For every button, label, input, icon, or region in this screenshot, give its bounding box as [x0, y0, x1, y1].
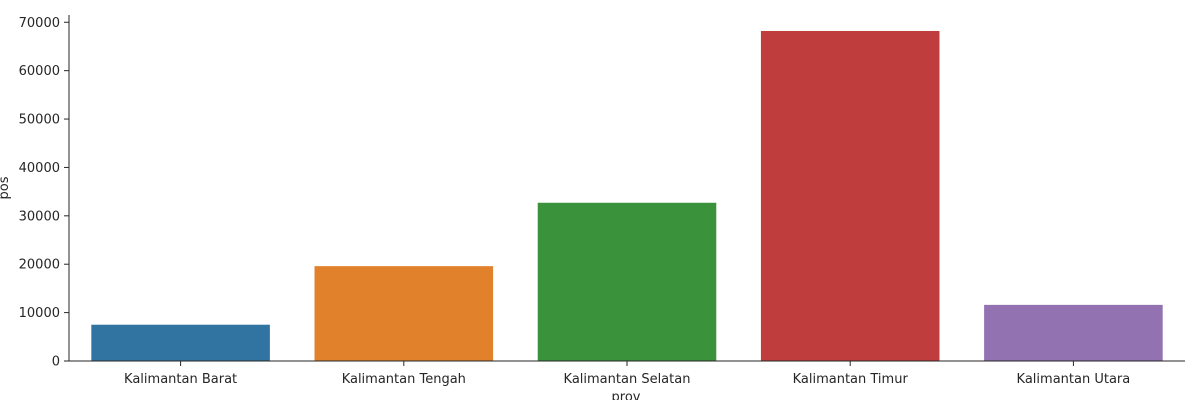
- bar-kalimantan-tengah: [314, 266, 494, 361]
- y-tick-label: 10000: [19, 306, 60, 321]
- y-tick-label: 40000: [19, 161, 60, 176]
- y-axis-title: pos: [0, 176, 12, 199]
- x-tick-label: Kalimantan Utara: [1017, 372, 1131, 387]
- x-tick-label: Kalimantan Selatan: [564, 372, 691, 387]
- bar-kalimantan-timur: [760, 30, 940, 361]
- bars-layer: [91, 30, 1163, 361]
- bar-kalimantan-barat: [91, 324, 270, 361]
- y-axis: 0 10000 20000 30000 40000 50000 60000 70000: [19, 15, 70, 370]
- y-tick-label: 30000: [19, 209, 60, 224]
- x-tick-label: Kalimantan Barat: [124, 372, 237, 387]
- bar-kalimantan-utara: [984, 304, 1163, 361]
- y-tick-label: 0: [52, 355, 60, 370]
- x-tick-label: Kalimantan Tengah: [342, 372, 466, 387]
- bar-kalimantan-selatan: [537, 202, 717, 361]
- x-axis-title: prov: [612, 390, 641, 400]
- x-tick-label: Kalimantan Timur: [793, 372, 909, 387]
- x-axis: Kalimantan Barat Kalimantan Tengah Kaliman…: [69, 360, 1185, 387]
- y-tick-label: 60000: [19, 64, 60, 79]
- y-tick-label: 50000: [19, 113, 60, 128]
- y-tick-label: 20000: [19, 258, 60, 273]
- y-tick-label: 70000: [19, 16, 60, 31]
